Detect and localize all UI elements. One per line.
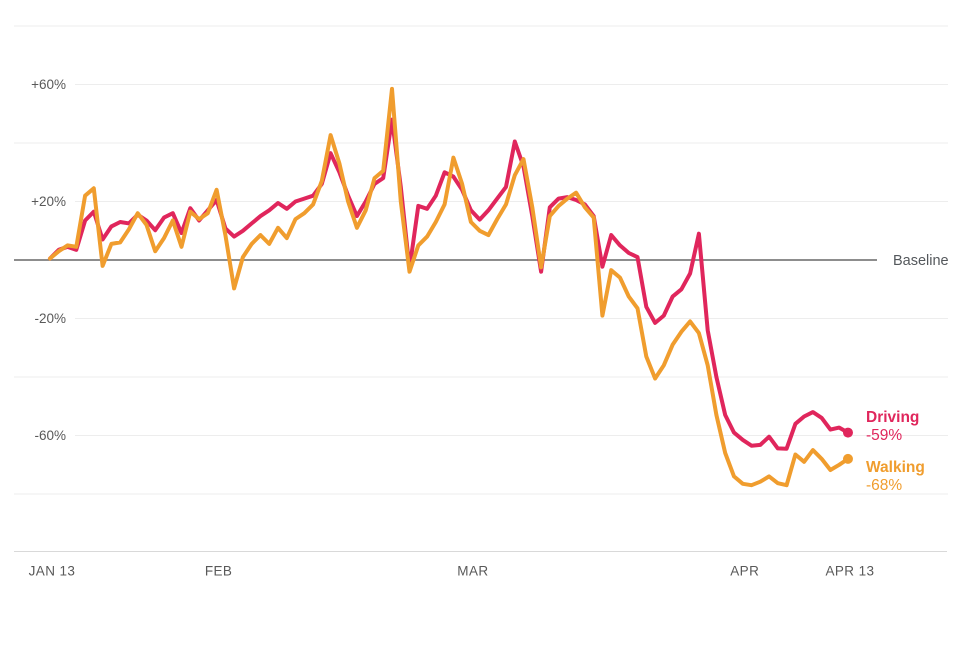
y-axis-label: -60% [34, 428, 66, 443]
x-axis-label: APR [730, 564, 759, 579]
driving-series-label: Driving [866, 409, 919, 426]
x-axis-label: APR 13 [826, 564, 875, 579]
driving-end-value-label: -59% [866, 427, 902, 444]
walking-line [48, 86, 850, 488]
baseline-label: Baseline [893, 253, 949, 269]
walking-end-value-label: -68% [866, 477, 902, 494]
driving-line [48, 117, 850, 451]
x-axis-label: MAR [457, 564, 488, 579]
walking-series-label: Walking [866, 459, 925, 476]
x-axis-label: JAN 13 [29, 564, 76, 579]
y-axis-label: +20% [31, 194, 66, 209]
x-axis-label: FEB [205, 564, 232, 579]
y-axis-label: -20% [34, 311, 66, 326]
y-axis-label: +60% [31, 77, 66, 92]
driving-endpoint-dot [842, 427, 853, 438]
walking-endpoint-dot [842, 453, 853, 464]
